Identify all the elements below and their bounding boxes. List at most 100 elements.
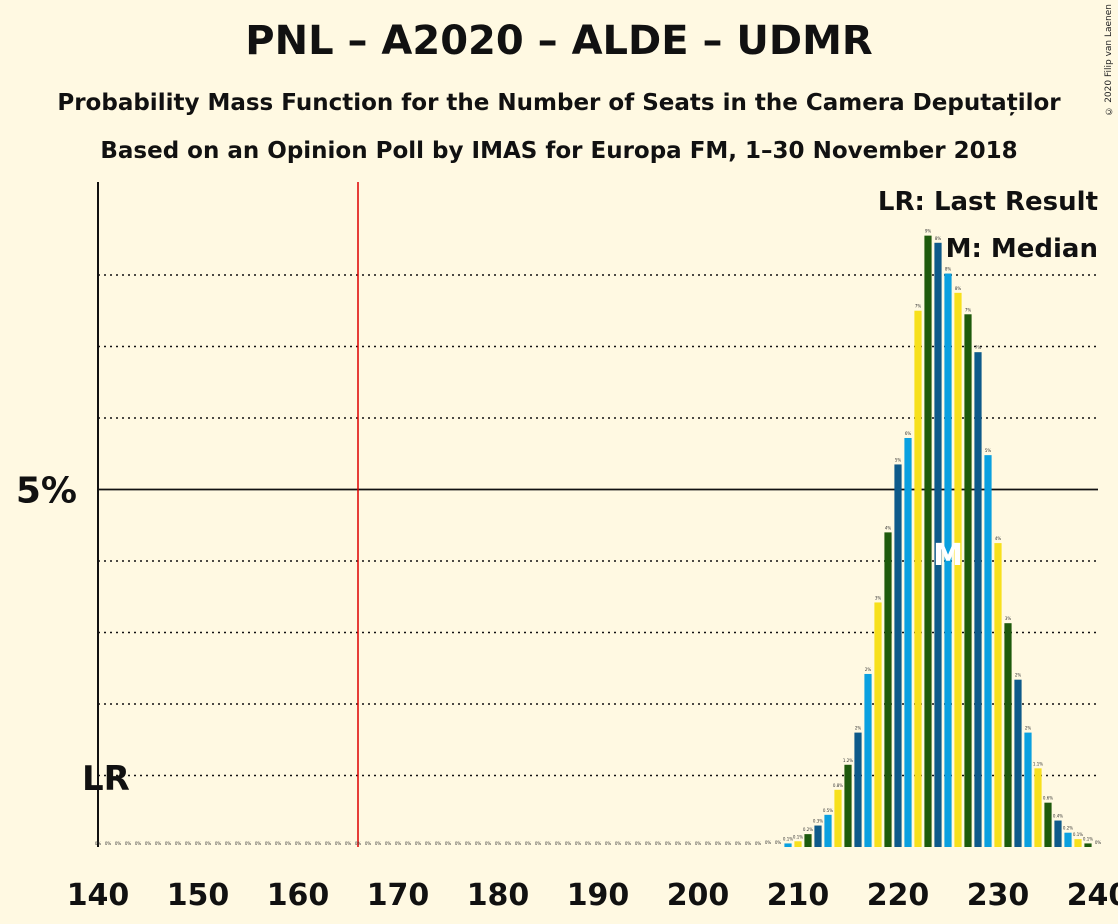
- bar-value-label: 1.1%: [1033, 761, 1043, 766]
- x-tick-label: 150: [167, 878, 230, 913]
- bar-value-label: 5%: [895, 457, 902, 462]
- zero-bar-label: 0%: [515, 841, 522, 846]
- zero-bar-label: 0%: [425, 841, 432, 846]
- bar-value-label: 0.1%: [1083, 836, 1093, 841]
- bar: [934, 242, 942, 848]
- zero-bar-label: 0%: [355, 841, 362, 846]
- bar: [1004, 623, 1012, 847]
- zero-bar-label: 0%: [455, 841, 462, 846]
- zero-bar-label: 0%: [145, 841, 152, 846]
- x-tick-label: 210: [767, 878, 830, 913]
- zero-bar-label: 0%: [95, 841, 102, 846]
- zero-bar-label: 0%: [615, 841, 622, 846]
- median-marker: M: [933, 538, 963, 573]
- zero-bar-label: 0%: [575, 841, 582, 846]
- bar-value-label: 3%: [875, 595, 882, 600]
- zero-bar-label: 0%: [155, 841, 162, 846]
- zero-bar-label: 0%: [405, 841, 412, 846]
- bar-value-label: 7%: [915, 304, 922, 309]
- zero-bar-label: 0%: [175, 841, 182, 846]
- zero-bar-label: 0%: [395, 841, 402, 846]
- chart-subtitle: Probability Mass Function for the Number…: [57, 90, 1061, 116]
- bar: [1064, 832, 1072, 847]
- bar-value-label: 0%: [775, 840, 782, 845]
- bar-value-label: 5%: [985, 448, 992, 453]
- bar: [1074, 839, 1082, 847]
- zero-bar-label: 0%: [275, 841, 282, 846]
- zero-bar-label: 0%: [695, 841, 702, 846]
- bar: [824, 814, 832, 847]
- zero-bar-label: 0%: [685, 841, 692, 846]
- zero-bar-label: 0%: [585, 841, 592, 846]
- bar-value-label: 0.3%: [813, 819, 823, 824]
- bar-value-label: 0.1%: [793, 834, 803, 839]
- zero-bar-label: 0%: [595, 841, 602, 846]
- zero-bar-label: 0%: [465, 841, 472, 846]
- bar-value-label: 0.1%: [1073, 832, 1083, 837]
- bar-value-label: 0%: [765, 840, 772, 845]
- zero-bar-label: 0%: [315, 841, 322, 846]
- x-tick-label: 200: [667, 878, 730, 913]
- bar: [974, 352, 982, 847]
- bar-value-label: 0.4%: [1053, 814, 1063, 819]
- zero-bar-label: 0%: [385, 841, 392, 846]
- bar: [1024, 732, 1032, 847]
- zero-bar-label: 0%: [715, 841, 722, 846]
- zero-bar-label: 0%: [555, 841, 562, 846]
- zero-bar-label: 0%: [185, 841, 192, 846]
- bar-value-label: 0.6%: [1043, 796, 1053, 801]
- zero-bar-label: 0%: [535, 841, 542, 846]
- bar: [874, 602, 882, 847]
- bar-value-label: 4%: [995, 536, 1002, 541]
- bar-value-label: 8%: [945, 267, 952, 272]
- zero-bar-label: 0%: [235, 841, 242, 846]
- chart-title: PNL – A2020 – ALDE – UDMR: [245, 18, 873, 64]
- bar: [1054, 820, 1062, 847]
- zero-bar-label: 0%: [345, 841, 352, 846]
- bar-value-label: 0.2%: [803, 827, 813, 832]
- bar: [1084, 843, 1092, 847]
- zero-bar-label: 0%: [445, 841, 452, 846]
- bar: [784, 843, 792, 847]
- zero-bar-label: 0%: [665, 841, 672, 846]
- bar: [954, 292, 962, 847]
- zero-bar-label: 0%: [295, 841, 302, 846]
- zero-bar-label: 0%: [325, 841, 332, 846]
- bar-value-label: 8%: [955, 286, 962, 291]
- zero-bar-label: 0%: [335, 841, 342, 846]
- bar: [804, 834, 812, 847]
- zero-bar-label: 0%: [225, 841, 232, 846]
- bar: [814, 825, 822, 847]
- bar-value-label: 0%: [1095, 840, 1102, 845]
- zero-bar-label: 0%: [115, 841, 122, 846]
- bar: [924, 235, 932, 847]
- zero-bar-label: 0%: [195, 841, 202, 846]
- bar-value-label: 0.1%: [783, 836, 793, 841]
- zero-bar-label: 0%: [165, 841, 172, 846]
- zero-bar-label: 0%: [735, 841, 742, 846]
- zero-bar-label: 0%: [245, 841, 252, 846]
- zero-bar-label: 0%: [435, 841, 442, 846]
- zero-bar-label: 0%: [485, 841, 492, 846]
- zero-bar-label: 0%: [745, 841, 752, 846]
- bar: [884, 532, 892, 847]
- bar: [854, 732, 862, 847]
- bar-value-label: 1.2%: [843, 758, 853, 763]
- bar: [944, 273, 952, 848]
- last-result-marker-label: LR: [82, 759, 130, 799]
- bar-value-label: 3%: [1005, 616, 1012, 621]
- x-tick-label: 140: [67, 878, 130, 913]
- zero-bar-label: 0%: [215, 841, 222, 846]
- zero-bar-label: 0%: [125, 841, 132, 846]
- zero-bar-label: 0%: [205, 841, 212, 846]
- bar: [864, 673, 872, 847]
- bar-value-label: 7%: [965, 307, 972, 312]
- zero-bar-label: 0%: [365, 841, 372, 846]
- x-tick-label: 230: [967, 878, 1030, 913]
- zero-bar-label: 0%: [415, 841, 422, 846]
- zero-bar-label: 0%: [645, 841, 652, 846]
- bar: [904, 437, 912, 847]
- bar-value-label: 8%: [935, 236, 942, 241]
- bar: [994, 543, 1002, 847]
- bar: [1044, 802, 1052, 847]
